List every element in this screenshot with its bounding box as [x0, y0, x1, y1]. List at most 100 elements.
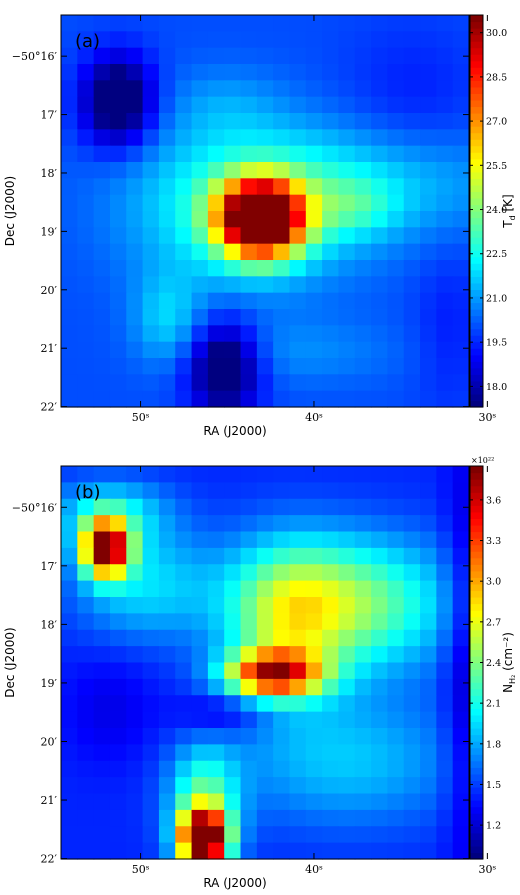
- heatmap-cell: [175, 793, 193, 811]
- colorbar-segment: [470, 243, 483, 251]
- heatmap-cell: [436, 678, 454, 696]
- heatmap-cell: [273, 695, 291, 713]
- heatmap-cell: [61, 678, 78, 696]
- heatmap-cell: [175, 564, 193, 582]
- heatmap-cell: [142, 777, 160, 795]
- colorbar-segment: [470, 564, 483, 572]
- colorbar-segment: [470, 21, 483, 29]
- plot-frame: [60, 14, 470, 408]
- heatmap-cell: [240, 15, 258, 32]
- heatmap-cell: [289, 646, 307, 664]
- heatmap-cell: [305, 80, 323, 98]
- heatmap-cell: [273, 243, 291, 261]
- heatmap-cell: [289, 744, 307, 762]
- heatmap-cell: [420, 678, 437, 696]
- heatmap-cell: [77, 760, 95, 778]
- heatmap-cell: [305, 178, 323, 196]
- heatmap-cell: [175, 678, 193, 696]
- heatmap-cell: [452, 728, 470, 745]
- heatmap-cell: [305, 515, 323, 533]
- heatmap-cell: [224, 678, 242, 696]
- heatmap-cell: [289, 498, 307, 516]
- heatmap-cell: [126, 498, 144, 516]
- heatmap-cell: [158, 515, 176, 533]
- heatmap-cell: [191, 564, 209, 582]
- heatmap-cell: [207, 597, 225, 614]
- heatmap-cell: [126, 358, 144, 375]
- heatmap-cell: [175, 728, 193, 745]
- heatmap-cell: [354, 15, 372, 32]
- heatmap-cell: [158, 662, 176, 680]
- colorbar-segment: [470, 256, 483, 264]
- heatmap-cell: [191, 809, 209, 827]
- heatmap-cell: [158, 564, 176, 582]
- heatmap-cell: [403, 531, 421, 549]
- heatmap-cell: [158, 793, 176, 811]
- heatmap-cell: [191, 646, 209, 664]
- heatmap-cell: [371, 31, 388, 49]
- heatmap-cell: [224, 547, 242, 565]
- heatmap-cell: [77, 390, 95, 408]
- heatmap-cell: [240, 341, 258, 359]
- heatmap-cell: [256, 178, 274, 196]
- heatmap-cell: [354, 646, 372, 664]
- colorbar-segment: [470, 302, 483, 310]
- heatmap-cell: [61, 358, 78, 375]
- heatmap-cell: [142, 826, 160, 844]
- heatmap-cell: [420, 80, 437, 98]
- heatmap-cell: [354, 243, 372, 261]
- heatmap-cell: [224, 47, 242, 65]
- heatmap-cell: [403, 358, 421, 375]
- heatmap-cell: [240, 711, 258, 729]
- heatmap-cell: [158, 498, 176, 516]
- panel-label: (b): [75, 482, 100, 503]
- heatmap-cell: [126, 613, 144, 631]
- heatmap-cell: [289, 597, 307, 614]
- heatmap-cell: [322, 629, 340, 647]
- colorbar-segment: [470, 518, 483, 526]
- heatmap-cell: [175, 31, 193, 49]
- heatmap-cell: [387, 64, 405, 81]
- heatmap-cell: [436, 80, 454, 98]
- heatmap-cell: [305, 842, 323, 860]
- heatmap-cell: [77, 292, 95, 310]
- heatmap-cell: [158, 760, 176, 778]
- heatmap-cell: [77, 243, 95, 261]
- heatmap-cell: [289, 613, 307, 631]
- heatmap-cell: [61, 31, 78, 49]
- colorbar-segment: [470, 335, 483, 343]
- heatmap-cell: [61, 515, 78, 533]
- heatmap-cell: [403, 777, 421, 795]
- heatmap-cell: [371, 842, 388, 860]
- heatmap-cell: [158, 547, 176, 565]
- heatmap-cell: [77, 162, 95, 179]
- heatmap-cell: [452, 760, 470, 778]
- heatmap-cell: [403, 629, 421, 647]
- heatmap-cell: [126, 744, 144, 762]
- colorbar-segment: [470, 747, 483, 755]
- heatmap-cell: [158, 145, 176, 163]
- heatmap-cell: [142, 646, 160, 664]
- heatmap-cell: [387, 564, 405, 582]
- heatmap-cell: [158, 744, 176, 762]
- y-tick-label: 18′: [41, 618, 58, 631]
- heatmap-cell: [452, 96, 470, 114]
- heatmap-cell: [109, 47, 127, 65]
- heatmap-cell: [371, 793, 388, 811]
- heatmap-cell: [289, 580, 307, 598]
- heatmap-cell: [142, 358, 160, 375]
- heatmap-cell: [387, 276, 405, 294]
- heatmap-cell: [354, 695, 372, 713]
- heatmap-cell: [387, 744, 405, 762]
- heatmap-cell: [126, 482, 144, 500]
- heatmap-cell: [403, 678, 421, 696]
- heatmap-cell: [175, 662, 193, 680]
- heatmap-cell: [93, 629, 111, 647]
- heatmap-cell: [77, 145, 95, 163]
- heatmap-cell: [61, 64, 78, 81]
- colorbar-segment: [470, 485, 483, 493]
- heatmap-cell: [207, 47, 225, 65]
- heatmap-cell: [77, 711, 95, 729]
- heatmap-cell: [240, 564, 258, 582]
- heatmap-cell: [322, 341, 340, 359]
